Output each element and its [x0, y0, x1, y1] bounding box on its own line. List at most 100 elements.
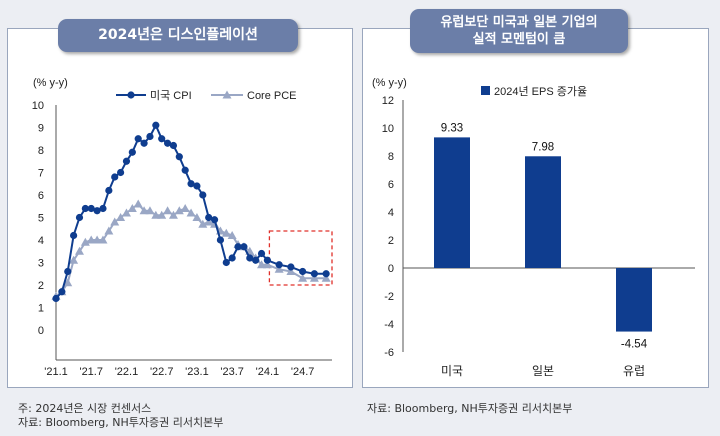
pce-point [145, 206, 155, 215]
cpi-point [216, 236, 225, 244]
cpi-point [58, 288, 66, 296]
right-title-line1: 유럽보단 미국과 일본 기업의 [440, 15, 598, 30]
right-x-tick-label: 일본 [532, 364, 554, 378]
bar [525, 156, 561, 268]
pce-point [298, 273, 308, 282]
bar-data-label: -4.54 [621, 339, 648, 351]
pce-point [151, 210, 161, 219]
pce-series-line [55, 202, 327, 298]
right-y-tick-label: 10 [382, 123, 394, 135]
cpi-point [252, 256, 260, 264]
left-x-tick-label: '22.7 [150, 366, 174, 378]
left-x-tick-label: '23.1 [185, 366, 209, 378]
legend-eps-label: 2024년 EPS 증가율 [494, 85, 587, 98]
right-unit-label: (% y-y) [372, 77, 407, 89]
cpi-point [75, 213, 84, 222]
cpi-point [81, 204, 89, 213]
left-x-tick-label: '24.1 [256, 366, 280, 378]
pce-point [74, 246, 84, 255]
cpi-point [163, 139, 172, 147]
right-y-tick-label: -2 [384, 291, 394, 303]
right-y-tick-label: 12 [382, 95, 394, 107]
cpi-point [187, 180, 195, 188]
pce-point [221, 228, 231, 237]
left-y-tick-label: 10 [32, 100, 44, 112]
cpi-point [64, 267, 72, 276]
cpi-point [299, 267, 307, 276]
cpi-point [111, 173, 119, 181]
cpi-point [87, 204, 95, 213]
cpi-point [116, 168, 125, 177]
pce-point [257, 260, 267, 269]
pce-point [309, 273, 319, 282]
cpi-point [152, 121, 160, 129]
left-x-tick-label: '22.1 [115, 366, 139, 378]
left-y-tick-label: 8 [38, 145, 44, 157]
cpi-point [169, 141, 178, 150]
pce-point [86, 235, 96, 244]
pce-point [69, 255, 79, 264]
cpi-point [52, 294, 60, 303]
cpi-point [257, 249, 266, 258]
cpi-point [275, 261, 283, 269]
left-y-tick-label: 0 [38, 325, 44, 337]
pce-point [139, 206, 149, 215]
right-title-line2: 실적 모멘텀이 큼 [472, 32, 566, 47]
left-y-tick-label: 4 [38, 235, 44, 247]
cpi-point [70, 231, 78, 240]
left-x-tick-label: '23.7 [220, 366, 244, 378]
left-x-tick-label: '21.7 [79, 366, 103, 378]
cpi-point [193, 182, 201, 190]
cpi-point [287, 263, 295, 271]
cpi-point [158, 135, 166, 143]
left-footnote: 주: 2024년은 시장 컨센서스 [18, 402, 152, 415]
pce-point [116, 213, 126, 221]
pce-point [168, 210, 178, 219]
left-y-tick-label: 2 [38, 280, 44, 292]
pce-point [92, 235, 102, 244]
cpi-point [228, 254, 236, 262]
left-y-tick-label: 5 [38, 213, 44, 225]
right-source: 자료: Bloomberg, NH투자증권 리서치본부 [367, 402, 573, 415]
cpi-point [146, 132, 154, 141]
pce-point [204, 217, 214, 226]
pce-point [286, 267, 296, 275]
right-y-tick-label: -4 [384, 319, 394, 331]
cpi-point [93, 207, 101, 215]
right-y-tick-label: 6 [388, 179, 394, 191]
cpi-point [240, 243, 248, 251]
right-chart-title: 유럽보단 미국과 일본 기업의 실적 모멘텀이 큼 [410, 9, 628, 53]
left-x-tick-label: '21.1 [44, 366, 68, 378]
right-y-tick-label: -6 [384, 347, 394, 359]
bar-data-label: 7.98 [532, 141, 554, 153]
pce-point [163, 206, 173, 215]
cpi-point [140, 139, 148, 147]
pce-point [121, 208, 131, 217]
left-y-tick-label: 7 [38, 168, 44, 180]
bar [434, 137, 470, 268]
cpi-point [310, 270, 318, 278]
cpi-point [246, 254, 254, 262]
pce-point [198, 219, 208, 228]
cpi-point [234, 243, 242, 251]
cpi-point [222, 258, 230, 267]
right-y-tick-label: 2 [388, 235, 394, 247]
pce-point [174, 206, 184, 215]
cpi-point [128, 148, 136, 156]
cpi-point [181, 166, 189, 174]
pce-point [157, 210, 167, 219]
legend-cpi-marker [127, 91, 135, 99]
cpi-point [199, 191, 207, 199]
legend-pce-marker [222, 90, 232, 99]
pce-point [104, 226, 114, 235]
cpi-point [205, 213, 213, 222]
cpi-point [322, 270, 330, 278]
pce-point [127, 204, 137, 212]
legend-eps-swatch [481, 86, 490, 95]
left-unit-label: (% y-y) [33, 77, 68, 89]
pce-point [180, 204, 190, 212]
left-y-tick-label: 6 [38, 190, 44, 202]
pce-point [262, 260, 272, 269]
legend-cpi-label: 미국 CPI [150, 89, 192, 102]
